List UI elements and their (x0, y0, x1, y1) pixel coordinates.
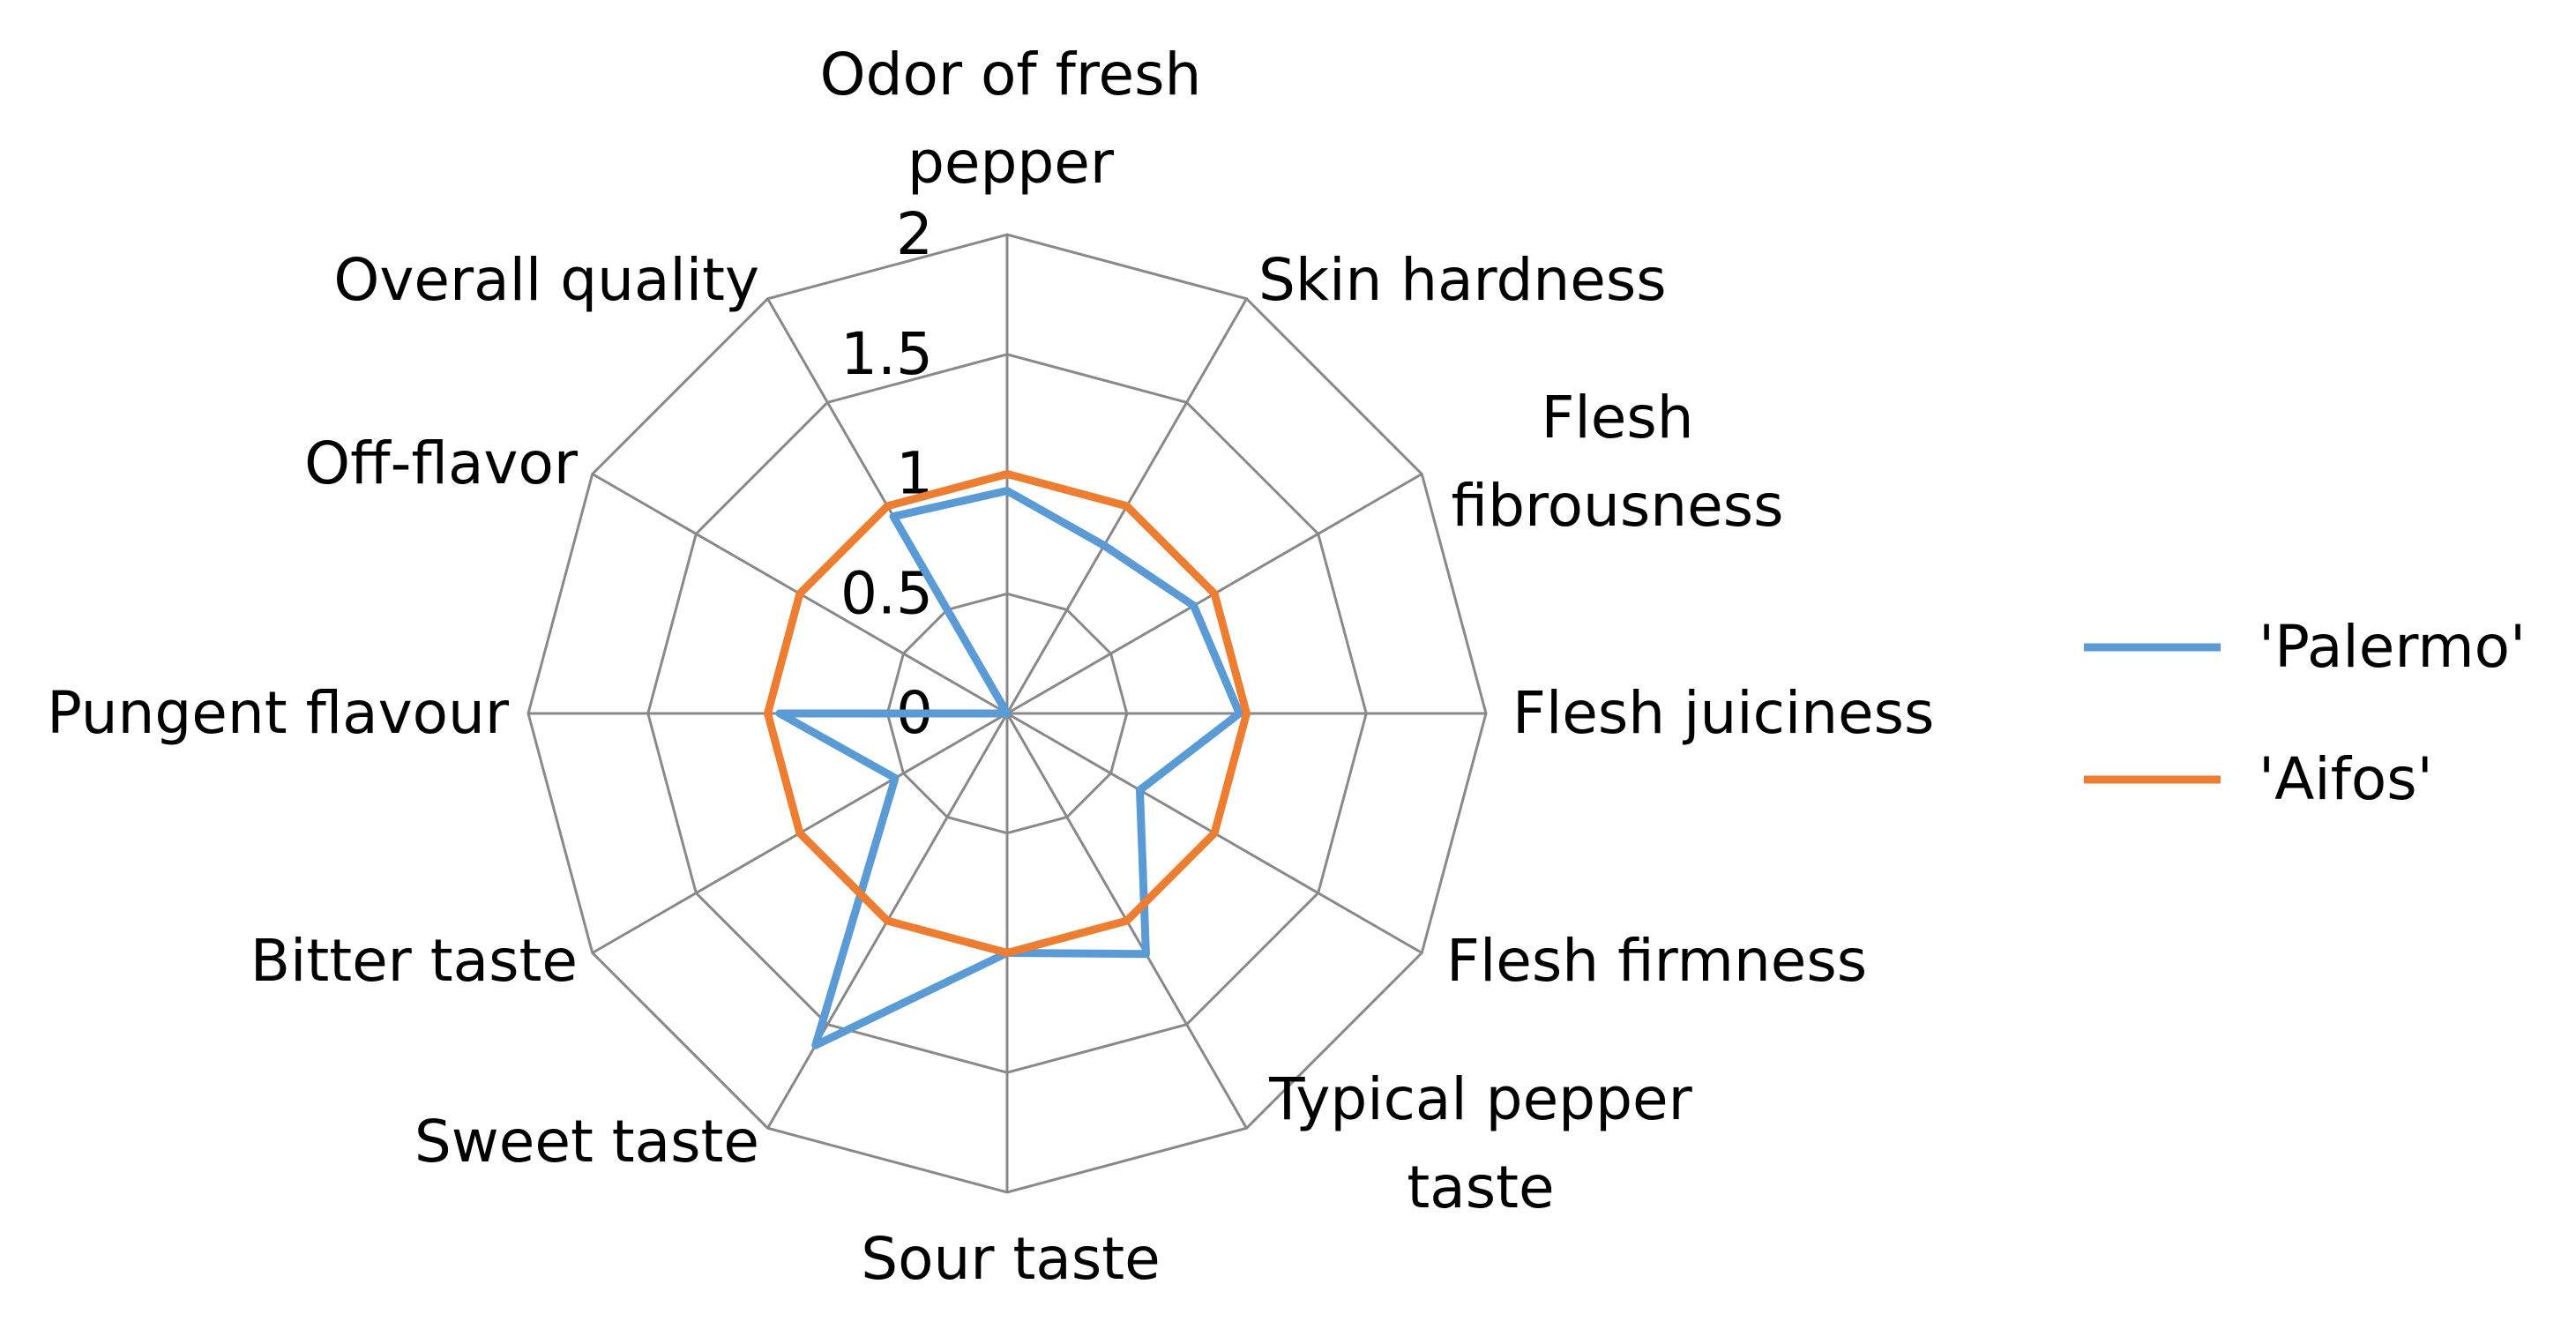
category-label: Flesh fibrousness (1451, 384, 1784, 540)
r-tick-label: 1.5 (840, 320, 933, 388)
category-label: Sour taste (861, 1225, 1161, 1293)
r-tick-label: 0.5 (840, 559, 933, 627)
r-tick-label: 2 (896, 200, 933, 268)
category-label: Off-flavor (304, 429, 578, 497)
category-label: Sweet taste (414, 1108, 759, 1176)
legend-label: 'Aifos' (2259, 745, 2433, 813)
category-label: Overall quality (333, 246, 759, 314)
category-label: Bitter taste (250, 927, 578, 995)
category-label: Pungent flavour (47, 679, 509, 747)
category-label: Odor of fresh pepper (819, 41, 1202, 197)
category-label: Typical pepper taste (1269, 1065, 1692, 1221)
category-label: Flesh firmness (1446, 927, 1868, 995)
series-line (764, 470, 1251, 957)
category-label: Skin hardness (1258, 246, 1667, 314)
legend-label: 'Palermo' (2259, 613, 2526, 681)
category-label: Flesh juiciness (1512, 679, 1935, 747)
